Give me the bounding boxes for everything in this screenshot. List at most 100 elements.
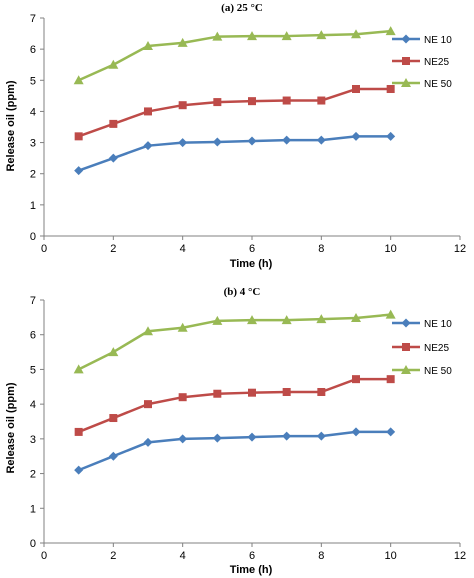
x-tick-label: 10	[385, 243, 397, 255]
legend-marker-ne50	[401, 365, 411, 374]
data-point-ne10	[316, 135, 326, 145]
y-tick-label: 4	[30, 106, 36, 118]
data-point-ne10	[212, 433, 222, 443]
y-tick-label: 6	[30, 44, 36, 56]
data-point-ne50	[108, 59, 119, 69]
data-point-ne25	[144, 400, 152, 409]
data-point-ne50	[177, 37, 188, 47]
y-tick-label: 5	[30, 364, 36, 376]
data-point-ne25	[213, 98, 222, 107]
x-tick-label: 12	[454, 550, 466, 562]
data-point-ne50	[351, 29, 361, 39]
data-point-ne50	[212, 315, 223, 325]
data-point-ne10	[143, 141, 153, 151]
data-point-ne50	[247, 315, 257, 325]
chart-title: (b) 4 °C	[224, 286, 261, 298]
data-point-ne25	[144, 107, 152, 116]
y-tick-label: 0	[30, 538, 36, 550]
x-axis-label: Time (h)	[230, 258, 273, 270]
data-point-ne50	[143, 326, 153, 336]
chart-panel-a: (a) 25 °C Time (h) Release oil (ppm) 012…	[5, 2, 466, 270]
y-axis-label: Release oil (ppm)	[5, 80, 17, 171]
series-line-ne10	[78, 135, 391, 172]
data-point-ne10	[316, 431, 326, 441]
data-point-ne50	[247, 31, 257, 41]
data-point-ne25	[317, 387, 326, 396]
data-point-ne10	[212, 137, 222, 147]
y-tick-label: 7	[30, 13, 36, 25]
chart-panel-b: (b) 4 °C Time (h) Release oil (ppm) 0123…	[5, 286, 466, 576]
x-tick-label: 4	[180, 243, 186, 255]
y-tick-label: 5	[30, 75, 36, 87]
y-tick-label: 7	[30, 295, 36, 307]
y-tick-label: 1	[30, 503, 36, 515]
legend-marker-ne50	[401, 78, 411, 87]
data-point-ne50	[177, 322, 188, 332]
data-point-ne50	[385, 26, 396, 36]
y-tick-label: 3	[30, 138, 36, 150]
data-point-ne25	[178, 101, 187, 110]
legend-label-ne50: NE 50	[424, 79, 452, 90]
y-tick-label: 0	[30, 231, 36, 243]
x-tick-label: 8	[318, 243, 324, 255]
series-line-ne50	[78, 29, 391, 82]
x-axis-label: Time (h)	[230, 564, 273, 576]
legend-marker-ne25	[402, 343, 410, 351]
series-line-ne50	[78, 313, 391, 371]
data-point-ne50	[281, 315, 292, 325]
data-point-ne10	[178, 434, 188, 444]
data-point-ne50	[316, 30, 327, 40]
data-point-ne50	[281, 31, 292, 41]
data-point-ne50	[385, 309, 396, 319]
y-tick-label: 4	[30, 399, 36, 411]
legend-marker-ne10	[401, 318, 411, 328]
x-tick-label: 8	[318, 550, 324, 562]
x-tick-label: 6	[249, 243, 255, 255]
data-point-ne10	[386, 427, 396, 437]
data-point-ne25	[282, 387, 291, 396]
data-point-ne25	[352, 375, 360, 384]
data-point-ne25	[109, 414, 118, 423]
data-point-ne10	[178, 138, 188, 148]
data-point-ne50	[212, 31, 223, 41]
data-point-ne10	[386, 131, 396, 141]
data-point-ne10	[351, 427, 361, 437]
data-point-ne10	[74, 166, 84, 176]
data-point-ne50	[108, 347, 119, 357]
data-point-ne25	[317, 96, 326, 105]
x-tick-label: 10	[385, 550, 397, 562]
data-point-ne25	[248, 388, 256, 397]
data-point-ne25	[352, 85, 360, 94]
data-point-ne10	[74, 465, 84, 475]
y-tick-label: 2	[30, 169, 36, 181]
x-tick-label: 4	[180, 550, 186, 562]
y-axis-label: Release oil (ppm)	[5, 382, 17, 473]
legend-marker-ne10	[401, 34, 411, 44]
x-tick-label: 6	[249, 550, 255, 562]
data-point-ne50	[73, 364, 84, 374]
data-point-ne25	[178, 393, 187, 402]
data-point-ne50	[351, 313, 361, 323]
y-tick-label: 2	[30, 469, 36, 481]
y-tick-label: 3	[30, 434, 36, 446]
data-point-ne25	[74, 132, 83, 141]
data-point-ne25	[248, 97, 256, 106]
legend-label-ne25: NE25	[424, 343, 449, 354]
data-point-ne10	[351, 131, 361, 141]
legend-label-ne25: NE25	[424, 57, 449, 68]
data-point-ne10	[247, 432, 257, 442]
data-point-ne10	[108, 153, 118, 163]
legend-label-ne50: NE 50	[424, 366, 452, 377]
x-tick-label: 0	[41, 550, 47, 562]
data-point-ne10	[143, 437, 153, 447]
y-tick-label: 1	[30, 200, 36, 212]
data-point-ne25	[282, 96, 291, 105]
series-line-ne25	[78, 87, 391, 138]
y-tick-label: 6	[30, 330, 36, 342]
data-point-ne10	[247, 136, 257, 146]
x-tick-label: 0	[41, 243, 47, 255]
series-line-ne10	[78, 430, 391, 472]
legend-marker-ne25	[402, 57, 410, 65]
